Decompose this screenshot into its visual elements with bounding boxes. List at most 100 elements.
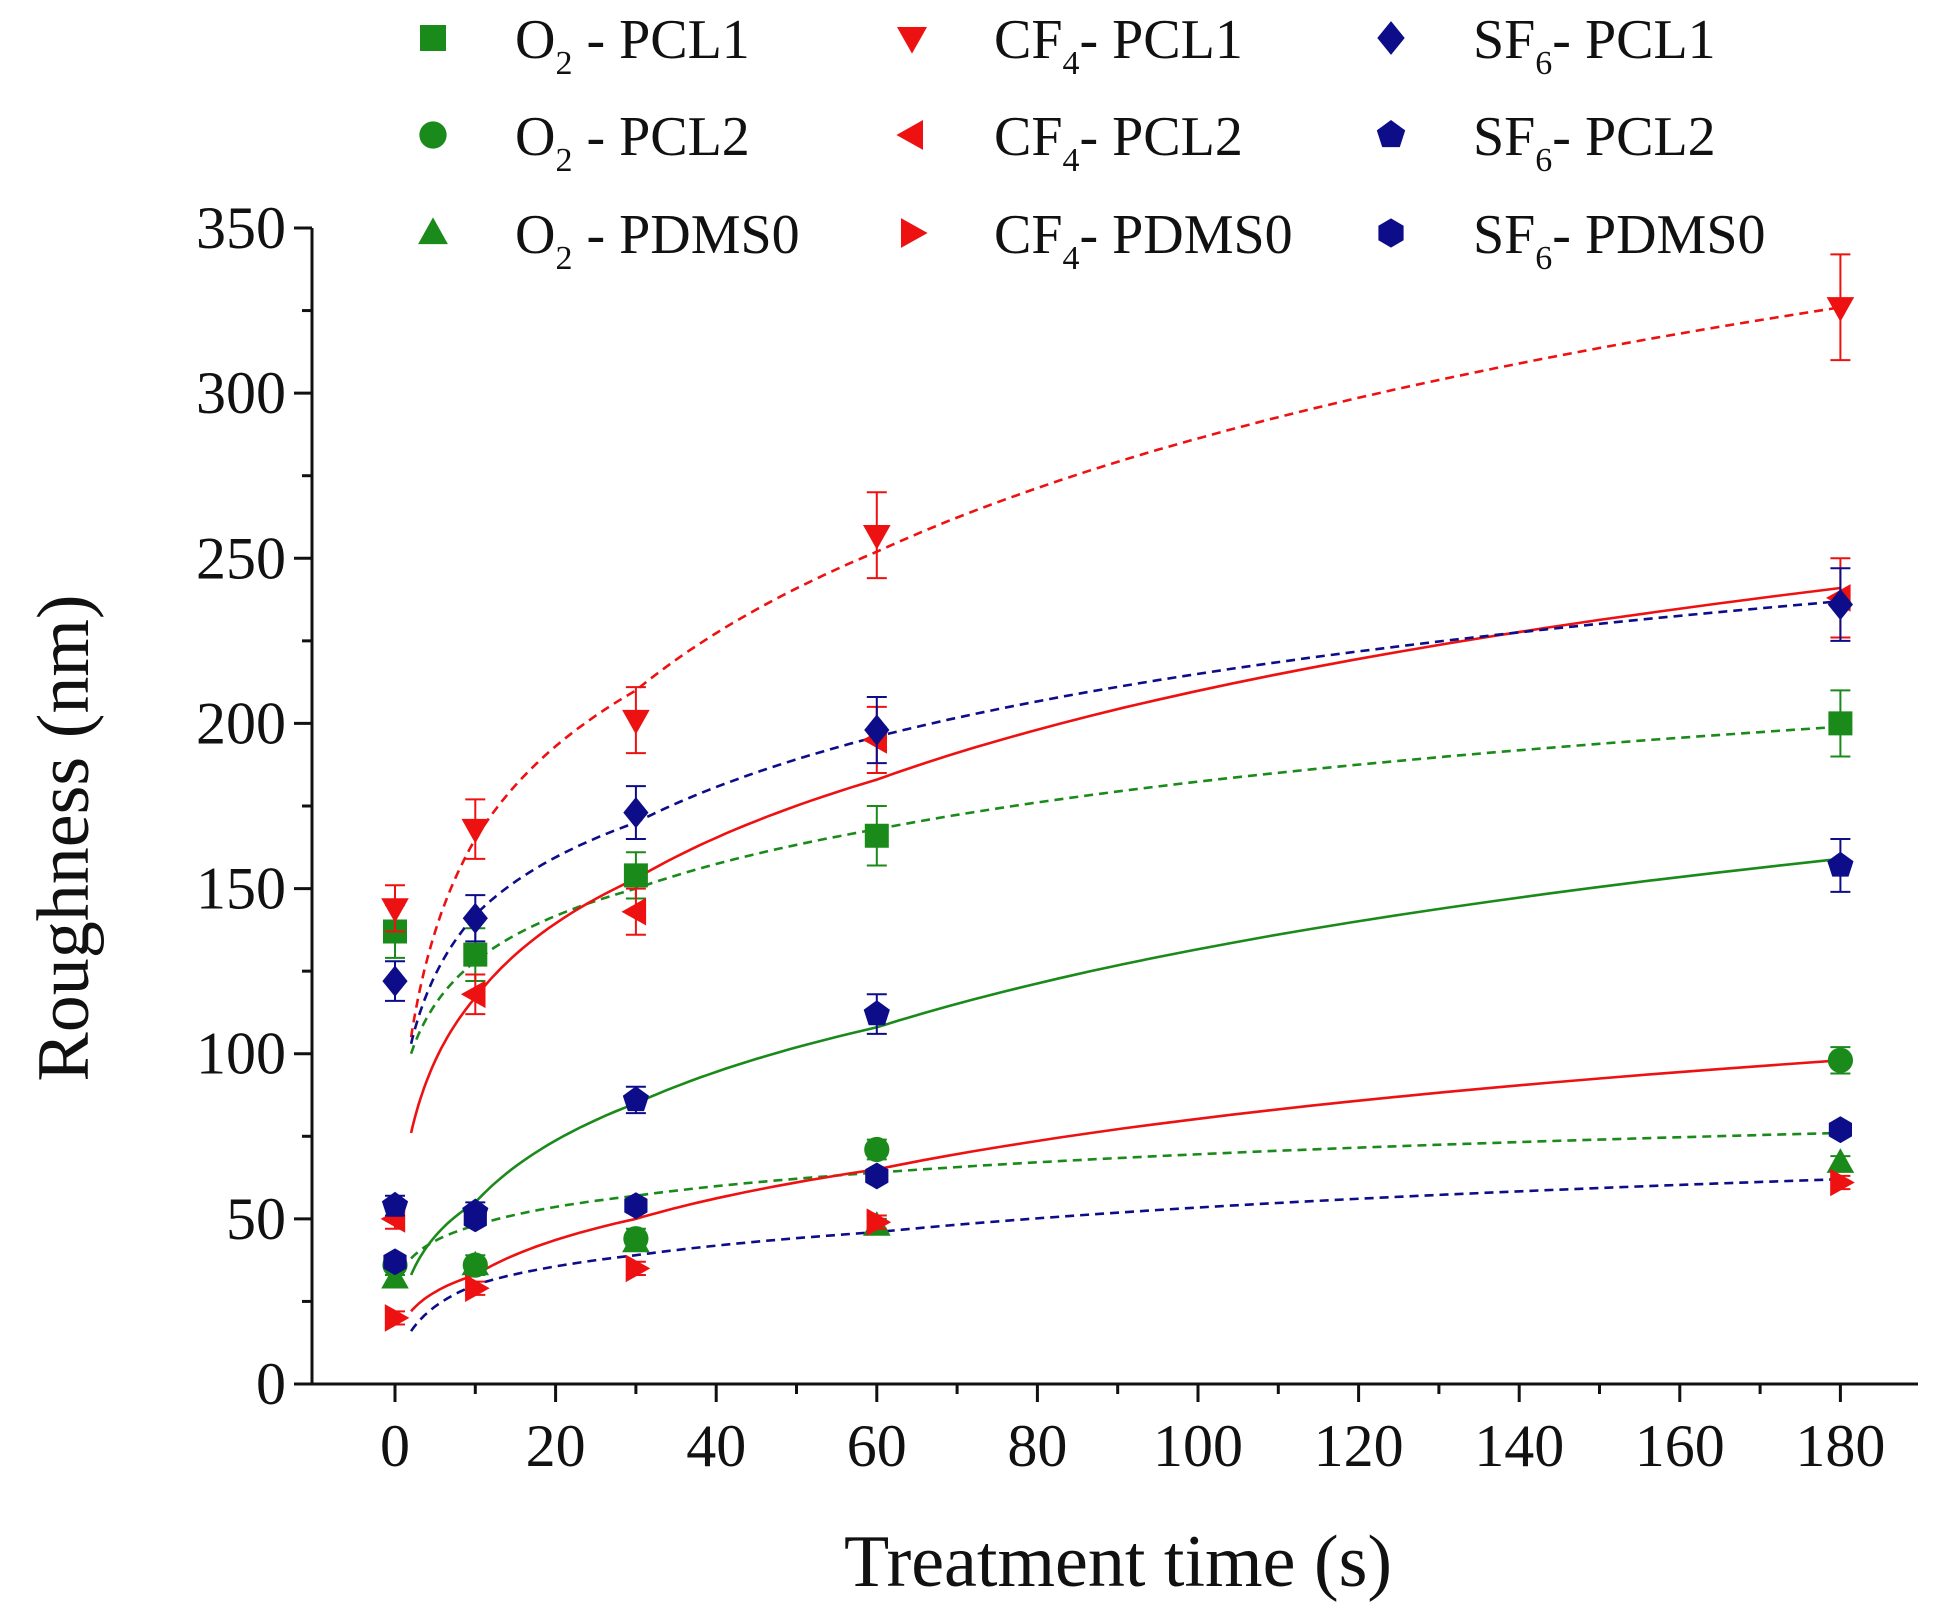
legend-marker	[1376, 120, 1406, 148]
y-ticks: 0 50 100 150 200 250 300 350	[196, 195, 312, 1417]
x-tick-label: 80	[1007, 1413, 1067, 1479]
legend-marker	[896, 120, 923, 150]
axes: 0 50 100 150 200 250 300 350 0 20 40 60 80 100 120 140…	[196, 195, 1918, 1479]
legend-item-cf4-pdms0: CF4- PDMS0	[901, 204, 1293, 277]
y-tick-label: 0	[256, 1351, 286, 1417]
data-points	[380, 253, 1855, 1332]
data-point	[1826, 1148, 1855, 1173]
data-point	[865, 1162, 889, 1190]
x-tick-label: 0	[380, 1413, 410, 1479]
x-tick-label: 100	[1153, 1413, 1243, 1479]
legend-marker	[1378, 218, 1404, 248]
data-point	[381, 898, 409, 923]
legend-label: O2 - PCL1	[515, 9, 750, 82]
data-point	[461, 818, 490, 844]
data-point	[863, 525, 891, 550]
legend-marker	[1377, 21, 1405, 55]
y-axis-label: Roughness (nm)	[23, 594, 105, 1081]
fit-curve-sf6-pdms0	[410, 1177, 1841, 1332]
y-tick-label: 250	[196, 525, 286, 591]
legend-item-cf4-pcl2: CF4- PCL2	[896, 106, 1243, 179]
data-point	[621, 897, 647, 926]
legend-label: SF6- PDMS0	[1473, 204, 1765, 277]
data-point	[383, 1248, 407, 1276]
data-point	[864, 823, 889, 848]
data-point	[1828, 711, 1853, 736]
series-o2-pcl2	[382, 1046, 1853, 1278]
y-tick-label: 300	[196, 360, 286, 426]
y-tick-label: 100	[196, 1021, 286, 1087]
data-point	[864, 714, 890, 746]
legend-marker	[420, 25, 446, 51]
data-point	[622, 1227, 650, 1253]
data-point	[465, 1274, 490, 1302]
fit-curve-o2-pdms0	[410, 1131, 1841, 1260]
legend-label: O2 - PDMS0	[515, 204, 800, 277]
legend-label: SF6- PCL2	[1473, 106, 1716, 179]
data-point	[622, 709, 650, 735]
data-point	[625, 1254, 651, 1283]
series-sf6-pcl1	[382, 567, 1853, 1002]
y-tick-label: 150	[196, 856, 286, 922]
data-point	[463, 942, 488, 967]
series-sf6-pcl2	[381, 838, 1854, 1224]
legend-marker	[901, 218, 928, 248]
legend-label: CF4- PCL1	[994, 9, 1243, 82]
series-cf4-pcl1	[381, 253, 1855, 933]
x-tick-label: 120	[1314, 1413, 1404, 1479]
data-point	[462, 902, 488, 934]
data-point	[381, 1263, 409, 1289]
legend-item-o2-pcl2: O2 - PCL2	[419, 106, 750, 179]
series-o2-pcl1	[383, 689, 1853, 983]
x-ticks: 0 20 40 60 80 100 120 140 160 180	[380, 1384, 1885, 1479]
legend-marker	[418, 217, 448, 245]
data-point	[866, 1208, 892, 1236]
x-tick-label: 160	[1635, 1413, 1725, 1479]
fit-curves	[409, 306, 1841, 1332]
data-point	[460, 980, 486, 1009]
data-point	[623, 797, 649, 829]
y-tick-label: 350	[196, 195, 286, 261]
fit-curve-cf4-pcl1	[409, 306, 1841, 1038]
data-point	[1830, 1168, 1855, 1197]
fit-curve-o2-pcl1	[409, 725, 1841, 1055]
data-point	[463, 1205, 487, 1233]
data-point	[1827, 851, 1854, 877]
x-tick-label: 20	[526, 1413, 586, 1479]
fit-curve-cf4-pcl2	[409, 586, 1841, 1134]
y-tick-label: 50	[226, 1186, 286, 1252]
data-point	[381, 1191, 409, 1217]
data-point	[1826, 297, 1855, 322]
plot-area	[380, 253, 1855, 1332]
data-point	[624, 1192, 648, 1220]
series-o2-pdms0	[381, 1148, 1855, 1289]
legend-item-o2-pdms0: O2 - PDMS0	[418, 204, 800, 277]
legend-label: CF4- PDMS0	[994, 204, 1293, 277]
x-tick-label: 180	[1795, 1413, 1885, 1479]
data-point	[461, 1250, 490, 1276]
series-cf4-pdms0	[384, 1168, 1855, 1332]
data-point	[382, 965, 408, 997]
legend-item-sf6-pcl1: SF6- PCL1	[1377, 9, 1716, 82]
legend-label: SF6- PCL1	[1473, 9, 1716, 82]
legend: O2 - PCL1 O2 - PCL2 O2 - PDMS0 CF4- PCL1 CF4…	[418, 9, 1765, 277]
data-point	[623, 863, 648, 888]
legend-item-o2-pcl1: O2 - PCL1	[420, 9, 750, 82]
data-point	[384, 1304, 410, 1332]
legend-marker	[419, 121, 447, 149]
data-point	[622, 1086, 649, 1112]
x-tick-label: 140	[1474, 1413, 1564, 1479]
x-tick-label: 60	[847, 1413, 907, 1479]
fit-curve-sf6-pcl1	[409, 599, 1841, 1045]
legend-label: CF4- PCL2	[994, 106, 1243, 179]
x-tick-label: 40	[686, 1413, 746, 1479]
y-tick-label: 200	[196, 690, 286, 756]
legend-label: O2 - PCL2	[515, 106, 750, 179]
legend-item-sf6-pdms0: SF6- PDMS0	[1378, 204, 1765, 277]
data-point	[1827, 1047, 1853, 1073]
series-sf6-pdms0	[383, 1116, 1852, 1276]
data-point	[864, 1136, 890, 1163]
legend-item-cf4-pcl1: CF4- PCL1	[897, 9, 1243, 82]
legend-marker	[897, 27, 927, 54]
